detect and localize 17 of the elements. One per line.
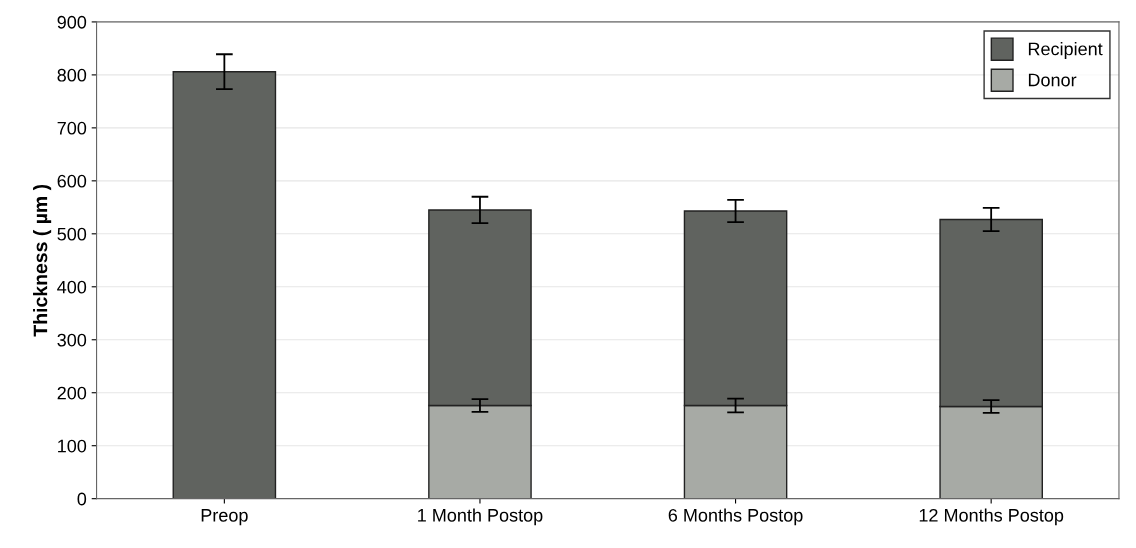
y-tick-label: 0 xyxy=(77,492,87,506)
y-tick-label: 200 xyxy=(57,386,87,400)
y-tick-label: 500 xyxy=(57,227,87,241)
y-tick-label: 700 xyxy=(57,121,87,135)
y-tick-label: 600 xyxy=(57,174,87,188)
y-tick-label: 300 xyxy=(57,333,87,347)
legend-label: Recipient xyxy=(1028,42,1103,59)
y-tick-label: 400 xyxy=(57,280,87,294)
y-tick-label: 100 xyxy=(58,439,87,453)
y-tick-label: 900 xyxy=(57,15,87,29)
x-tick-label: Preop xyxy=(201,509,248,526)
x-tick-label: 6 Months Postop xyxy=(668,508,803,526)
y-axis-title: Thickness ( µm ) xyxy=(33,184,52,337)
x-tick-label: 12 Months Postop xyxy=(919,508,1064,526)
y-tick-label: 800 xyxy=(57,68,87,82)
x-tick-label: 1 Month Postop xyxy=(418,508,543,526)
legend-label: Donor xyxy=(1028,73,1077,87)
